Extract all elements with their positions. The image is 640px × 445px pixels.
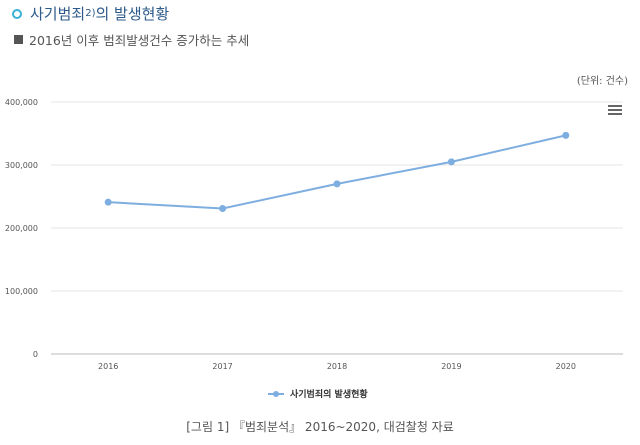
x-tick-label: 2016 xyxy=(98,362,118,371)
legend-swatch xyxy=(268,390,284,397)
legend-label: 사기범죄의 발생현황 xyxy=(290,390,368,400)
title-suffix: 의 발생현황 xyxy=(95,5,170,23)
hamburger-menu-icon[interactable] xyxy=(608,105,622,117)
data-point xyxy=(104,198,112,206)
data-point xyxy=(447,158,455,166)
circle-bullet-icon xyxy=(12,8,22,19)
x-tick-label: 2020 xyxy=(556,362,576,371)
y-tick-label: 0 xyxy=(33,350,38,359)
unit-label: (단위: 건수) xyxy=(576,76,628,87)
data-point xyxy=(562,131,570,139)
legend-item[interactable]: 사기범죄의 발생현황 xyxy=(268,387,368,400)
title-text: 사기범죄 xyxy=(30,5,86,23)
section-title: 사기범죄 2) 의 발생현황 xyxy=(12,3,169,24)
series-line xyxy=(108,134,567,210)
x-tick-label: 2017 xyxy=(212,362,232,371)
y-tick-label: 200,000 xyxy=(5,224,38,233)
y-tick-label: 100,000 xyxy=(5,287,38,296)
data-point xyxy=(219,204,227,212)
y-tick-label: 400,000 xyxy=(5,98,38,107)
figure-caption: [그림 1] 『범죄분석』 2016~2020, 대검찰청 자료 xyxy=(186,420,454,434)
square-bullet-icon xyxy=(14,35,23,44)
y-tick-label: 300,000 xyxy=(5,161,38,170)
subtitle: 2016년 이후 범죄발생건수 증가하는 추세 xyxy=(14,30,249,49)
x-tick-label: 2018 xyxy=(327,362,347,371)
subtitle-text: 2016년 이후 범죄발생건수 증가하는 추세 xyxy=(29,33,250,48)
x-tick-label: 2019 xyxy=(441,362,461,371)
footnote-ref: 2) xyxy=(85,8,96,19)
data-point xyxy=(333,180,341,188)
